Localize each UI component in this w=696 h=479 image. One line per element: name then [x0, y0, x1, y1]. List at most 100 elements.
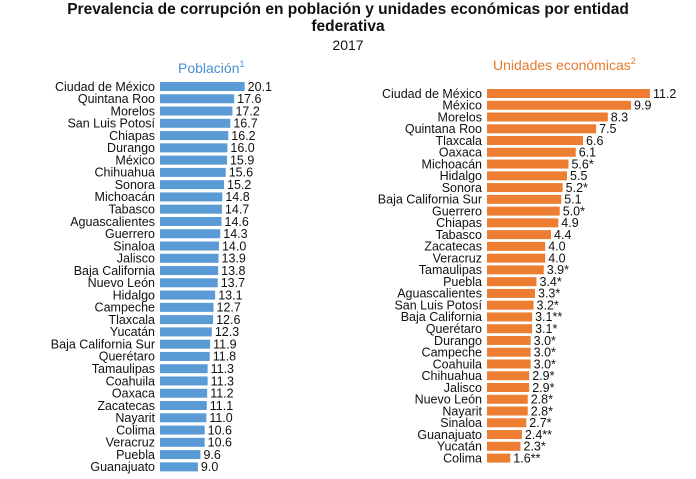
value-label-poblacion: 13.1 [218, 288, 242, 302]
bar-unidades [487, 359, 531, 369]
value-label-unidades: 4.4 [554, 228, 571, 242]
category-label-poblacion: Ciudad de México [55, 80, 155, 94]
value-label-poblacion: 13.9 [222, 252, 246, 266]
bar-unidades [487, 265, 544, 275]
category-label-unidades: Oaxaca [439, 146, 482, 160]
value-label-poblacion: 16.7 [233, 117, 257, 131]
bar-poblacion [160, 425, 205, 435]
bar-poblacion [160, 327, 212, 337]
value-label-unidades: 8.3 [611, 110, 628, 124]
panel-title-poblacion-text: Población [178, 60, 240, 76]
bar-poblacion [160, 388, 208, 398]
category-label-poblacion: Tabasco [108, 203, 155, 217]
category-label-poblacion: Querétaro [99, 350, 155, 364]
value-label-poblacion: 11.0 [209, 411, 232, 425]
value-label-poblacion: 11.9 [213, 337, 236, 351]
category-label-poblacion: Jalisco [117, 252, 155, 266]
category-label-unidades: Jalisco [444, 381, 482, 395]
category-label-unidades: Baja California [401, 310, 482, 324]
value-label-poblacion: 12.7 [217, 301, 241, 315]
chart-title-line-1: Prevalencia de corrupción en población y… [67, 1, 629, 18]
value-label-poblacion: 13.8 [221, 264, 245, 278]
category-label-unidades: Nayarit [442, 404, 482, 418]
value-label-poblacion: 17.6 [237, 92, 261, 106]
bar-unidades [487, 159, 569, 169]
category-label-unidades: Sonora [442, 181, 482, 195]
value-label-poblacion: 14.7 [225, 203, 249, 217]
category-label-poblacion: Tamaulipas [92, 362, 155, 376]
category-label-unidades: Colima [443, 451, 482, 465]
bar-unidades [487, 147, 576, 157]
value-label-poblacion: 13.7 [221, 276, 245, 290]
chart-title-line-2: federativa [311, 18, 385, 35]
value-label-unidades: 3.0* [534, 346, 556, 360]
value-label-unidades: 3.2* [537, 298, 559, 312]
bar-poblacion [160, 167, 226, 177]
category-label-poblacion: Hidalgo [113, 288, 155, 302]
value-label-unidades: 5.5 [570, 169, 587, 183]
bar-poblacion [160, 180, 225, 190]
category-label-poblacion: Chiapas [109, 129, 155, 143]
bar-poblacion [160, 450, 201, 460]
bar-unidades [487, 206, 560, 216]
bar-unidades [487, 136, 584, 146]
value-label-unidades: 5.1 [564, 193, 581, 207]
bar-unidades [487, 430, 522, 440]
value-label-poblacion: 9.6 [203, 448, 220, 462]
category-label-poblacion: Oaxaca [112, 387, 155, 401]
category-label-unidades: Nuevo León [415, 393, 482, 407]
value-label-unidades: 5.6* [571, 157, 593, 171]
category-label-poblacion: Sonora [115, 178, 155, 192]
chart-year: 2017 [332, 37, 364, 53]
category-label-poblacion: Durango [107, 141, 155, 155]
bar-poblacion [160, 401, 207, 411]
category-label-poblacion: Nuevo León [88, 276, 155, 290]
bar-poblacion [160, 241, 219, 251]
bar-poblacion [160, 266, 219, 276]
category-label-unidades: Chihuahua [422, 369, 483, 383]
value-label-poblacion: 15.9 [230, 153, 254, 167]
value-label-poblacion: 15.2 [227, 178, 251, 192]
value-label-unidades: 3.1** [535, 310, 562, 324]
value-label-unidades: 2.3* [523, 440, 545, 454]
bar-unidades [487, 253, 546, 263]
category-label-poblacion: Sinaloa [113, 239, 155, 253]
bar-unidades [487, 371, 530, 381]
category-label-unidades: Chiapas [436, 216, 482, 230]
category-label-unidades: Ciudad de México [382, 87, 482, 101]
bar-unidades [487, 277, 537, 287]
value-label-poblacion: 10.6 [208, 423, 232, 437]
value-label-poblacion: 20.1 [248, 80, 272, 94]
category-label-unidades: Guanajuato [417, 428, 482, 442]
value-label-poblacion: 16.2 [231, 129, 255, 143]
category-label-unidades: Durango [434, 334, 482, 348]
panel-title-poblacion-note: 1 [239, 59, 245, 69]
bar-poblacion [160, 192, 223, 202]
category-label-unidades: Tlaxcala [435, 134, 482, 148]
category-label-unidades: Zacatecas [424, 240, 482, 254]
category-label-unidades: Quintana Roo [405, 122, 482, 136]
category-label-poblacion: Tlaxcala [108, 313, 155, 327]
bar-unidades [487, 383, 530, 392]
value-label-unidades: 2.9* [532, 381, 554, 395]
category-label-poblacion: Baja California [74, 264, 155, 278]
bar-poblacion [160, 131, 229, 141]
chart-panel-unidades: Ciudad de México 11.2 México 9.9 Morelos 8.3 Q… [378, 87, 677, 466]
chart-panel-poblacion: Ciudad de México 20.1 Quintana Roo 17.6 More… [51, 80, 272, 474]
category-label-poblacion: Aguascalientes [70, 215, 155, 229]
value-label-poblacion: 9.0 [201, 460, 218, 474]
bar-unidades [487, 453, 511, 463]
category-label-poblacion: Zacatecas [97, 399, 155, 413]
category-label-unidades: Tamaulipas [419, 263, 482, 277]
bar-poblacion [160, 82, 245, 91]
bar-unidades [487, 171, 568, 181]
category-label-poblacion: Quintana Roo [78, 92, 155, 106]
category-label-unidades: Morelos [438, 110, 482, 124]
category-label-poblacion: Chihuahua [95, 166, 156, 180]
bar-unidades [487, 441, 521, 451]
value-label-unidades: 3.3* [538, 287, 560, 301]
value-label-unidades: 3.4* [539, 275, 561, 289]
value-label-unidades: 9.9 [634, 99, 651, 113]
value-label-unidades: 3.9* [547, 263, 569, 277]
bar-unidades [487, 218, 559, 228]
